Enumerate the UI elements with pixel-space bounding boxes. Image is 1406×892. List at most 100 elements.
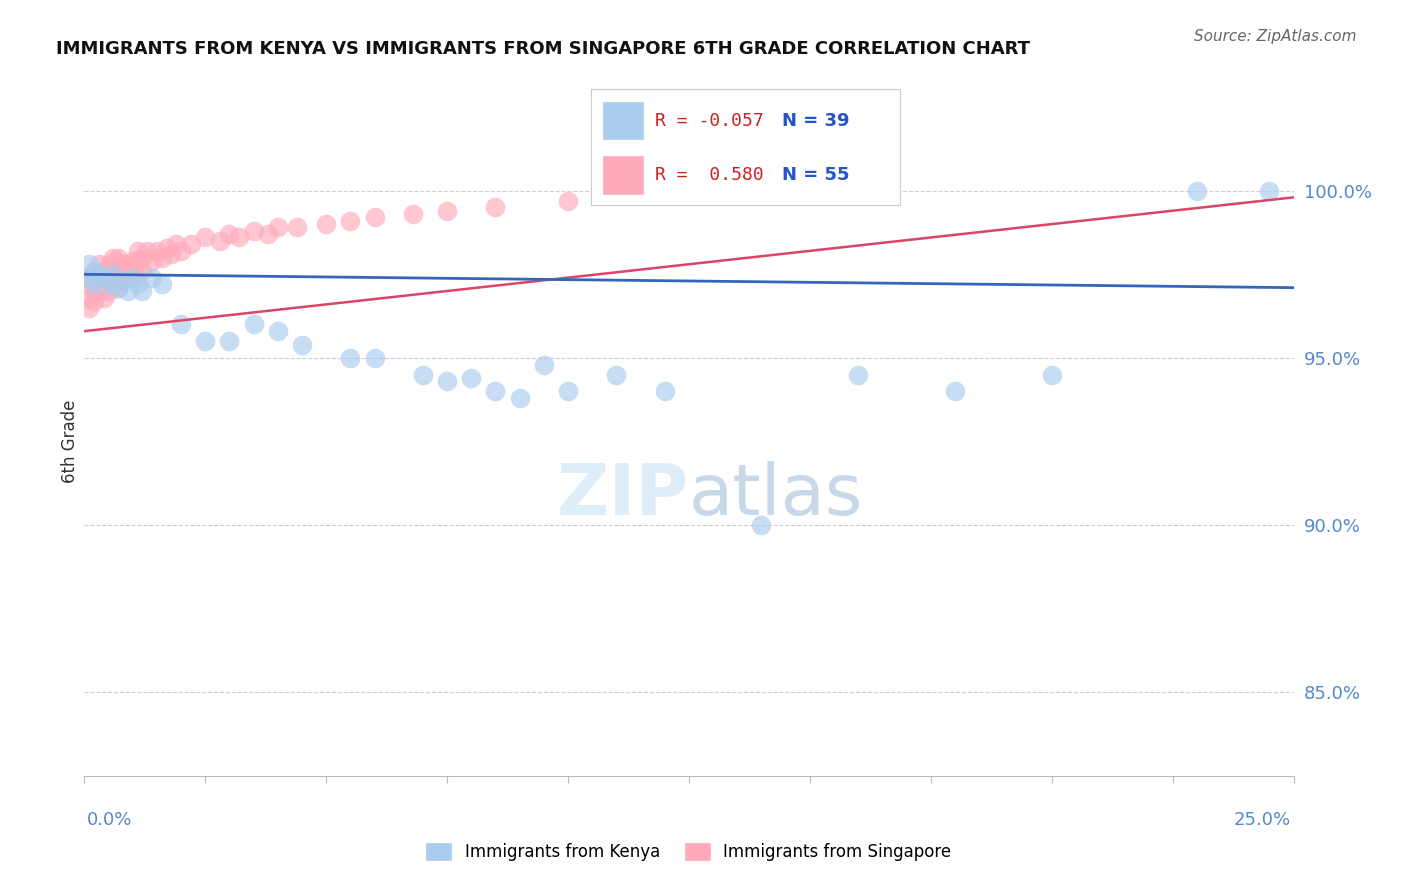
Point [180,237,202,252]
Point [127,244,149,258]
Point [1258,184,1281,198]
Point [131,264,153,278]
Text: R = -0.057: R = -0.057 [655,112,765,129]
Point [131,284,153,298]
Point [654,384,676,399]
Point [112,270,135,285]
Point [93,277,115,292]
Point [97,270,120,285]
Point [107,281,129,295]
Point [77,291,100,305]
Point [103,264,125,278]
Text: R =  0.580: R = 0.580 [655,166,765,184]
Point [846,368,869,382]
Point [112,274,135,288]
Point [112,257,135,271]
Point [1040,368,1063,382]
Point [127,257,149,271]
Point [751,518,773,533]
Point [194,334,217,349]
Point [83,268,105,282]
Point [218,227,240,242]
Point [93,270,115,285]
Point [87,268,110,282]
Point [103,277,125,292]
Point [242,318,264,332]
Point [557,194,579,208]
Point [83,264,105,278]
Y-axis label: 6th Grade: 6th Grade [60,400,79,483]
Point [87,270,110,285]
Point [165,237,187,252]
Text: N = 55: N = 55 [782,166,849,184]
Point [107,268,129,282]
Point [315,217,337,231]
Point [363,351,385,365]
Point [267,324,290,338]
Point [509,391,531,405]
Text: N = 39: N = 39 [782,112,849,129]
Point [93,291,115,305]
Point [150,277,173,292]
Point [83,294,105,309]
Point [460,371,482,385]
Point [121,268,143,282]
Point [127,277,149,292]
Point [103,268,125,282]
Point [363,211,385,225]
Point [242,224,264,238]
Text: 0.0%: 0.0% [87,811,132,829]
FancyBboxPatch shape [603,102,643,139]
Point [83,284,105,298]
Point [402,207,425,221]
Point [170,318,193,332]
Point [97,257,120,271]
Point [103,251,125,265]
Point [107,251,129,265]
Point [228,230,250,244]
Point [117,257,139,271]
Point [257,227,280,242]
Point [267,220,290,235]
Point [170,244,193,258]
Point [107,281,129,295]
Point [117,270,139,285]
Point [77,257,100,271]
Text: IMMIGRANTS FROM KENYA VS IMMIGRANTS FROM SINGAPORE 6TH GRADE CORRELATION CHART: IMMIGRANTS FROM KENYA VS IMMIGRANTS FROM… [56,40,1031,58]
Point [484,200,506,214]
Point [87,257,110,271]
Point [83,277,105,292]
Point [484,384,506,399]
Point [121,270,143,285]
Point [141,253,163,268]
Text: atlas: atlas [689,460,863,530]
Point [557,384,579,399]
Point [131,251,153,265]
Point [77,277,100,292]
Point [291,337,314,351]
Point [605,368,627,382]
Text: Source: ZipAtlas.com: Source: ZipAtlas.com [1194,29,1357,44]
Point [136,244,159,258]
Point [97,277,120,292]
Legend: Immigrants from Kenya, Immigrants from Singapore: Immigrants from Kenya, Immigrants from S… [420,836,957,868]
Point [943,384,966,399]
Point [160,247,183,261]
Text: ZIP: ZIP [557,460,689,530]
Point [77,301,100,315]
Point [285,220,308,235]
Point [146,244,169,258]
Point [208,234,231,248]
Point [93,264,115,278]
Point [141,270,163,285]
Point [155,241,177,255]
Point [150,251,173,265]
Point [97,284,120,298]
Point [339,351,361,365]
Text: 25.0%: 25.0% [1233,811,1291,829]
Point [218,334,240,349]
Point [117,284,139,298]
Point [121,253,143,268]
FancyBboxPatch shape [603,156,643,194]
Point [533,358,555,372]
